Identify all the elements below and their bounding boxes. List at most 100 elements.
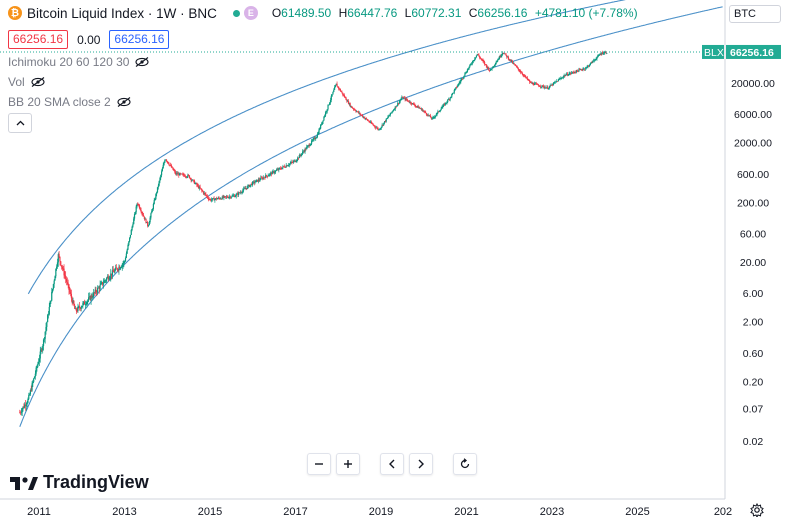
candle — [275, 168, 277, 171]
indicator-ichimoku[interactable]: Ichimoku 20 60 120 30 — [8, 55, 642, 69]
candle — [55, 268, 57, 279]
candle — [138, 203, 141, 210]
candle — [155, 193, 157, 200]
candle — [325, 110, 327, 114]
candle — [355, 109, 357, 113]
candle — [170, 162, 172, 167]
candle — [207, 195, 209, 202]
candle — [519, 69, 521, 73]
compare-symbol-button[interactable]: BTC — [729, 5, 781, 23]
candle — [313, 136, 315, 142]
candle — [342, 92, 344, 97]
candle — [450, 96, 452, 98]
zoom-out-button[interactable] — [307, 453, 331, 475]
price-tick-label: 6000.00 — [734, 109, 772, 121]
bid-price-box[interactable]: 66256.16 — [8, 30, 69, 49]
tradingview-logo-icon — [10, 476, 38, 490]
candle — [493, 65, 495, 68]
candle — [204, 192, 206, 196]
candle — [224, 196, 227, 199]
candle — [264, 176, 266, 180]
candle — [243, 186, 246, 190]
candle — [575, 69, 578, 74]
candle — [412, 102, 414, 105]
candle — [43, 337, 45, 343]
candle — [502, 52, 505, 55]
candle — [239, 190, 241, 195]
hidden-eye-icon[interactable] — [31, 77, 45, 87]
candle — [491, 67, 493, 71]
zoom-in-button[interactable] — [336, 453, 360, 475]
candle — [394, 105, 396, 112]
candle — [22, 406, 24, 412]
symbol-title[interactable]: Bitcoin Liquid Index · 1W · BNC — [27, 5, 217, 21]
indicator-vol[interactable]: Vol — [8, 75, 642, 89]
candle — [109, 275, 111, 281]
candle — [500, 54, 502, 58]
candle — [379, 128, 381, 131]
candle — [289, 161, 291, 166]
channel-lower-line — [19, 6, 723, 427]
price-axis[interactable]: 0.02 0.07 0.20 0.60 2.00 6.00 20.00 60.00 200.00… — [731, 78, 775, 448]
candle — [461, 78, 463, 81]
candle — [296, 159, 298, 164]
candle — [531, 81, 533, 85]
candle — [572, 71, 574, 74]
candle — [434, 115, 437, 119]
reset-chart-button[interactable] — [453, 453, 477, 475]
candle — [39, 347, 41, 363]
candle — [525, 75, 527, 79]
candle — [78, 305, 80, 309]
change-value: +4781.10 (+7.78%) — [534, 6, 638, 20]
candle — [361, 113, 364, 118]
candle — [376, 126, 378, 130]
open-value: 61489.50 — [281, 6, 332, 20]
candle — [61, 264, 63, 272]
candle — [396, 105, 398, 108]
candle — [276, 167, 278, 171]
indicator-bb[interactable]: BB 20 SMA close 2 — [8, 95, 642, 109]
candle — [567, 74, 569, 77]
ask-price-box[interactable]: 66256.16 — [109, 30, 170, 49]
candle — [452, 92, 455, 94]
candle — [242, 188, 244, 194]
spread-value: 0.00 — [77, 32, 101, 47]
candle — [480, 58, 482, 61]
candle — [73, 300, 75, 307]
time-axis[interactable]: 2011 2013 2015 2017 2019 2021 2023 2025 202 — [27, 506, 732, 518]
time-tick-label: 2023 — [540, 506, 564, 518]
time-tick-label: 2025 — [625, 506, 649, 518]
chart-settings-button[interactable] — [750, 502, 764, 520]
candle — [93, 291, 95, 297]
candle — [336, 81, 338, 87]
candle — [455, 87, 457, 90]
candle — [425, 112, 428, 117]
candle — [315, 136, 317, 141]
scroll-left-button[interactable] — [380, 453, 404, 475]
collapse-legend-button[interactable] — [8, 113, 32, 133]
candle — [80, 305, 82, 312]
candle — [68, 283, 70, 295]
candle — [47, 313, 49, 323]
hidden-eye-icon[interactable] — [117, 97, 131, 107]
candle — [171, 166, 173, 169]
low-value: 60772.31 — [411, 6, 462, 20]
candle — [256, 179, 258, 183]
candle — [57, 252, 59, 267]
hidden-eye-icon[interactable] — [135, 57, 149, 67]
candle — [170, 163, 173, 168]
candle — [147, 220, 149, 228]
candle — [558, 77, 560, 80]
candle — [19, 410, 22, 416]
exchange-badge-icon[interactable]: E — [243, 6, 258, 20]
candle — [584, 66, 587, 71]
candle — [66, 277, 68, 286]
candle — [493, 64, 496, 68]
indicator-label: Ichimoku 20 60 120 30 — [8, 55, 130, 69]
scroll-right-button[interactable] — [409, 453, 433, 475]
tradingview-logo[interactable]: TradingView — [10, 472, 149, 493]
candle — [221, 195, 223, 200]
candle — [270, 171, 273, 177]
candle — [308, 143, 310, 148]
